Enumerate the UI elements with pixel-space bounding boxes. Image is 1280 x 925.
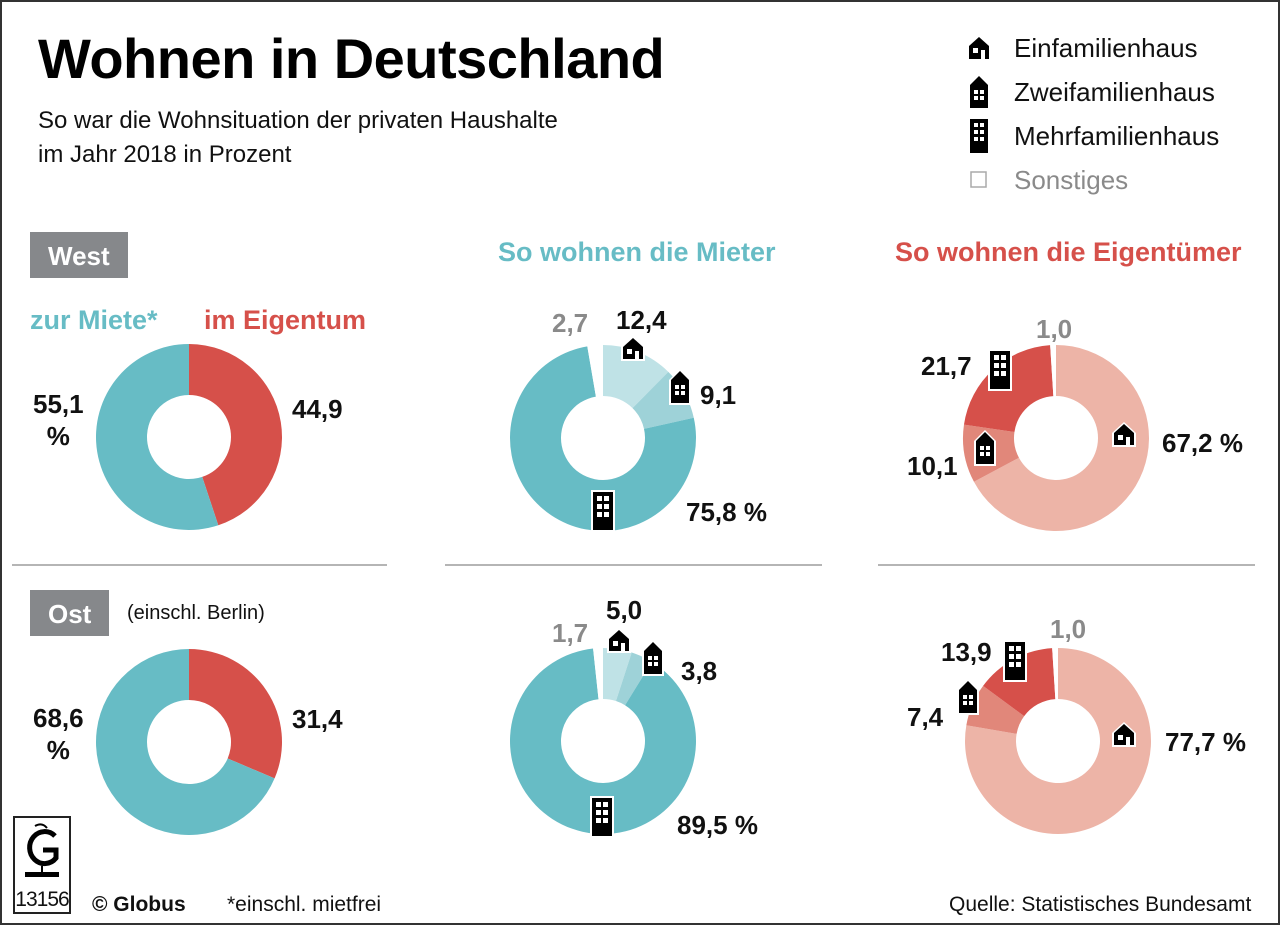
- copyright-text: © Globus: [92, 893, 186, 916]
- donut-slice-einfamilienhaus: [965, 648, 1152, 834]
- donut-slice-im-eigentum: [189, 344, 282, 526]
- legend-label: Sonstiges: [1014, 164, 1129, 195]
- value-label-ost-eigentuemer-einfamilienhaus: 77,7 %: [1165, 727, 1246, 757]
- legend-label: Mehrfamilienhaus: [1014, 120, 1220, 151]
- globus-logo: 13156: [13, 816, 71, 914]
- divider-left: [12, 564, 387, 566]
- value-label-ost-mieter-mehrfamilienhaus: 89,5 %: [677, 810, 758, 840]
- empty-square-icon: [962, 171, 996, 189]
- tenure-label-eigentum: im Eigentum: [204, 305, 367, 335]
- legend-item-zweifamilienhaus: Zweifamilienhaus: [962, 70, 1219, 114]
- renters-title: So wohnen die Mieter: [498, 237, 776, 267]
- single-family-house-icon: [962, 36, 996, 60]
- two-family-house-icon: [669, 369, 691, 405]
- single-family-house-icon: [607, 628, 631, 653]
- donut-slice-im-eigentum: [189, 649, 282, 779]
- legend-item-sonstiges: Sonstiges: [962, 158, 1219, 202]
- value-label-west-eigentuemer-mehrfamilienhaus: 21,7: [921, 351, 972, 381]
- single-family-house-icon: [1112, 422, 1136, 447]
- legend-item-einfamilienhaus: Einfamilienhaus: [962, 26, 1219, 70]
- donut-slice-einfamilienhaus: [603, 648, 632, 702]
- apartment-building-icon: [590, 796, 614, 838]
- donut-west-renters: [510, 345, 696, 531]
- apartment-building-icon: [988, 349, 1012, 391]
- value-label-west-eigentuemer-einfamilienhaus: 67,2 %: [1162, 428, 1243, 458]
- legend-label: Zweifamilienhaus: [1014, 76, 1215, 107]
- source: Quelle: Statistisches Bundesamt: [949, 893, 1252, 916]
- value-label-ost-mieter-einfamilienhaus: 5,0: [606, 595, 643, 625]
- value-label-ost-miete: 68,6%: [33, 703, 84, 765]
- value-label-west-eigentuemer-sonstiges: 1,0: [1036, 314, 1073, 344]
- globe-logo-icon: [25, 823, 59, 877]
- donut-slice-sonstiges: [587, 345, 603, 397]
- value-label-ost-eigentuemer-zweifamilienhaus: 7,4: [907, 702, 944, 732]
- two-family-house-icon: [957, 679, 979, 715]
- value-label-west-mieter-einfamilienhaus: 12,4: [616, 305, 667, 335]
- value-label-ost-eigentum: 31,4: [292, 704, 343, 734]
- value-label-ost-eigentuemer-sonstiges: 1,0: [1050, 614, 1087, 644]
- donut-west-tenure: [95, 344, 282, 530]
- divider-middle: [445, 564, 822, 566]
- donut-ost-owners: [965, 648, 1152, 834]
- two-family-house-icon: [962, 75, 996, 109]
- value-label-west-eigentuemer-zweifamilienhaus: 10,1: [907, 451, 958, 481]
- donut-slice-mehrfamilienhaus: [983, 648, 1056, 717]
- value-label-west-mieter-zweifamilienhaus: 9,1: [700, 380, 737, 410]
- divider-right: [878, 564, 1255, 566]
- tenure-label-miete: zur Miete*: [30, 305, 158, 335]
- value-label-west-miete: 55,1%: [33, 388, 84, 452]
- value-label-west-eigentum: 44,9: [292, 394, 343, 424]
- subtitle-line-2: im Jahr 2018 in Prozent: [38, 141, 292, 168]
- value-label-ost-eigentuemer-mehrfamilienhaus: 13,9: [941, 637, 992, 667]
- value-label-west-mieter-sonstiges: 2,7: [552, 308, 589, 338]
- value-label-ost-mieter-sonstiges: 1,7: [552, 618, 589, 648]
- donut-slice-mehrfamilienhaus: [510, 346, 696, 531]
- legend-item-mehrfamilienhaus: Mehrfamilienhaus: [962, 114, 1219, 158]
- donut-slice-sonstiges: [1050, 345, 1056, 397]
- legend-label: Einfamilienhaus: [1014, 32, 1198, 63]
- subtitle: So war die Wohnsituation der privaten Ha…: [38, 104, 558, 172]
- region-note-ost: (einschl. Berlin): [127, 602, 265, 624]
- value-label-ost-mieter-zweifamilienhaus: 3,8: [681, 656, 718, 686]
- copyright: © Globus: [92, 893, 186, 917]
- graphic-number: 13156: [15, 888, 69, 911]
- subtitle-line-1: So war die Wohnsituation der privaten Ha…: [38, 107, 558, 134]
- donut-slice-zweifamilienhaus: [966, 685, 1025, 734]
- page-title: Wohnen in Deutschland: [38, 27, 665, 90]
- single-family-house-icon: [1112, 722, 1136, 747]
- apartment-building-icon: [962, 118, 996, 154]
- donut-slice-zur-miete: [95, 649, 275, 835]
- single-family-house-icon: [621, 336, 645, 361]
- apartment-building-icon: [1003, 640, 1027, 682]
- region-tag-ost: Ost: [30, 590, 110, 636]
- donut-slice-einfamilienhaus: [603, 345, 669, 409]
- donut-slice-sonstiges: [1052, 648, 1058, 700]
- owners-title: So wohnen die Eigentümer: [895, 237, 1242, 267]
- value-text: 55,1%: [33, 389, 84, 451]
- two-family-house-icon: [974, 430, 996, 466]
- donut-slice-einfamilienhaus: [973, 344, 1149, 531]
- value-label-west-mieter-mehrfamilienhaus: 75,8 %: [686, 497, 767, 527]
- donut-slice-mehrfamilienhaus: [510, 648, 696, 835]
- two-family-house-icon: [642, 640, 664, 676]
- legend: Einfamilienhaus Zweifamilienhaus Mehrfam…: [962, 26, 1219, 202]
- donut-slice-zur-miete: [95, 344, 219, 530]
- region-tag-west: West: [30, 232, 128, 278]
- apartment-building-icon: [591, 490, 615, 532]
- donut-slice-sonstiges: [593, 648, 603, 700]
- donut-ost-tenure: [95, 649, 282, 835]
- footnote: *einschl. mietfrei: [227, 893, 382, 916]
